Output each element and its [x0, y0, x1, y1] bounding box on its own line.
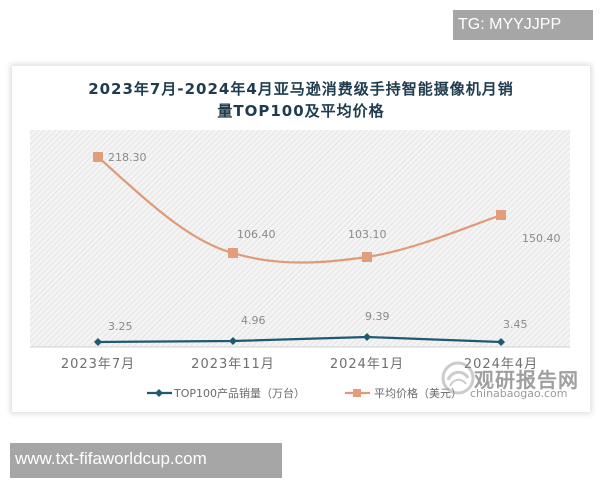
price-label: 103.10 [348, 228, 387, 241]
watermark-text-cn: 观研报告网 [474, 368, 579, 392]
price-marker [362, 252, 372, 262]
volume-markers [94, 333, 505, 346]
legend-volume-label: TOP100产品销量（万台） [173, 386, 305, 400]
line-chart: 218.30 106.40 103.10 150.40 3.25 4.96 9.… [30, 130, 570, 400]
volume-label: 9.39 [365, 310, 390, 323]
x-tick-label: 2023年7月 [61, 357, 135, 372]
price-line [97, 156, 502, 264]
volume-marker [363, 333, 371, 341]
url-badge: www.txt-fifaworldcup.com [10, 443, 282, 478]
volume-line [97, 335, 502, 344]
price-marker [228, 248, 238, 258]
chart-title-line2: 量TOP100及平均价格 [217, 102, 385, 120]
price-marker [93, 152, 103, 162]
x-tick-label: 2023年11月 [191, 357, 275, 372]
watermark-logo-icon [441, 361, 475, 395]
price-label: 150.40 [522, 232, 561, 245]
volume-marker [497, 338, 505, 346]
x-tick-label: 2024年1月 [330, 357, 404, 372]
tg-badge: TG: MYYJJPP [453, 10, 593, 40]
volume-marker [229, 337, 237, 345]
price-label: 106.40 [237, 228, 276, 241]
chart-card: 2023年7月-2024年4月亚马逊消费级手持智能摄像机月销 量TOP100及平… [12, 66, 590, 412]
volume-label: 3.25 [108, 320, 133, 333]
plot-area [30, 130, 570, 347]
legend-price-icon [353, 389, 361, 397]
x-tick-label: 2024年4月 [464, 357, 538, 372]
volume-marker [94, 338, 102, 346]
price-markers [93, 152, 506, 262]
legend-price-label: 平均价格（美元） [374, 386, 462, 400]
volume-label: 3.45 [503, 318, 528, 331]
price-label: 218.30 [108, 151, 147, 164]
watermark-text-en: chinabaogao.com [470, 387, 568, 400]
chart-title-line1: 2023年7月-2024年4月亚马逊消费级手持智能摄像机月销 [88, 80, 514, 98]
legend: TOP100产品销量（万台） 平均价格（美元） [147, 386, 462, 400]
price-marker [496, 210, 506, 220]
volume-label: 4.96 [241, 314, 266, 327]
chart-title: 2023年7月-2024年4月亚马逊消费级手持智能摄像机月销 量TOP100及平… [12, 78, 590, 122]
legend-volume-icon [155, 389, 163, 397]
